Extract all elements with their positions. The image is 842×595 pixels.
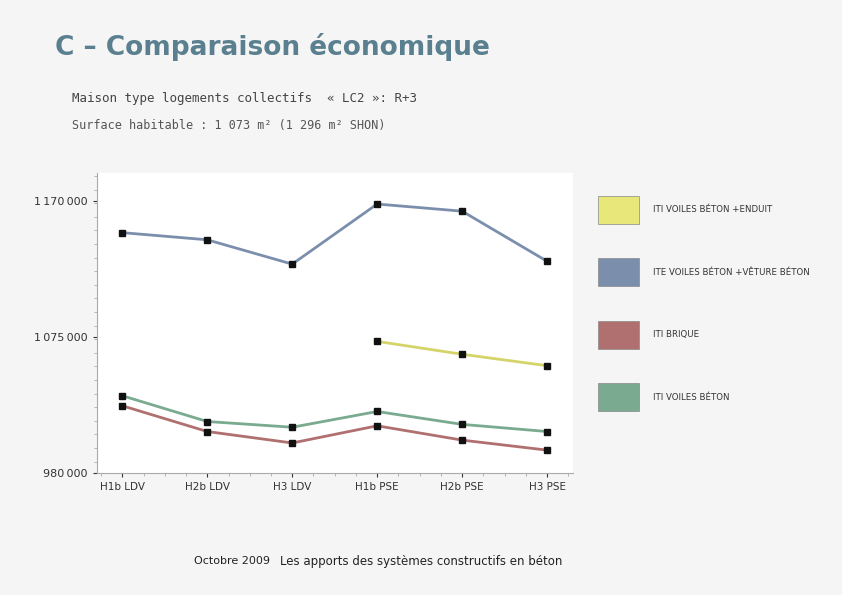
- Text: ITI VOILES BÉTON +ENDUIT: ITI VOILES BÉTON +ENDUIT: [653, 205, 772, 214]
- Text: Surface habitable : 1 073 m² (1 296 m² SHON): Surface habitable : 1 073 m² (1 296 m² S…: [72, 119, 385, 132]
- Text: ITI BRIQUE: ITI BRIQUE: [653, 330, 699, 339]
- Text: ITI VOILES BÉTON: ITI VOILES BÉTON: [653, 393, 729, 402]
- Text: Maison type logements collectifs  « LC2 »: R+3: Maison type logements collectifs « LC2 »…: [72, 92, 417, 105]
- Text: ITE VOILES BÉTON +VÊTURE BÉTON: ITE VOILES BÉTON +VÊTURE BÉTON: [653, 268, 809, 277]
- FancyBboxPatch shape: [598, 196, 639, 224]
- FancyBboxPatch shape: [598, 321, 639, 349]
- Text: C – Comparaison économique: C – Comparaison économique: [55, 33, 489, 61]
- FancyBboxPatch shape: [598, 383, 639, 411]
- Text: Octobre 2009: Octobre 2009: [194, 556, 269, 566]
- Text: Les apports des systèmes constructifs en béton: Les apports des systèmes constructifs en…: [280, 555, 562, 568]
- FancyBboxPatch shape: [598, 258, 639, 286]
